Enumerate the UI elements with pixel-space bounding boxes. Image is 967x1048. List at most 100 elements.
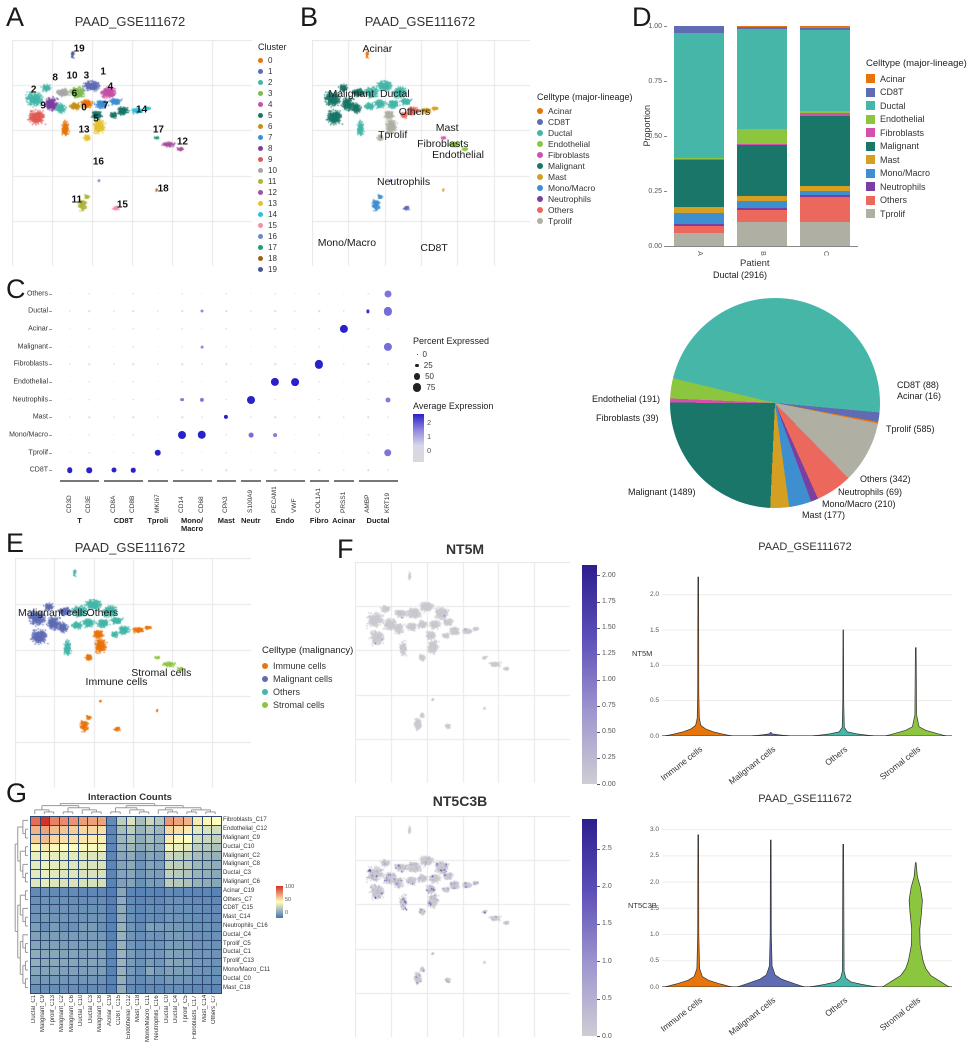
heatmap-cell (145, 914, 155, 923)
heatmap-cell (183, 852, 193, 861)
legend-swatch (258, 212, 263, 217)
heatmap-cell (126, 861, 136, 870)
dotplot-row-label: Fibroblasts (13, 360, 48, 368)
heatmap-cell (40, 834, 50, 843)
dotplot-dot-faint (274, 416, 276, 418)
dotplot-dot-faint (294, 469, 296, 471)
heatmap-cell (97, 870, 107, 878)
dotplot-dot-faint (88, 310, 90, 313)
dotplot-group-axis-line (309, 480, 329, 482)
heatmap-cell (69, 861, 78, 870)
legend-item-label: 7 (268, 133, 273, 142)
heatmap-cell (116, 834, 126, 843)
dotplot-dot-faint (157, 381, 159, 383)
heatmap-cell (174, 817, 183, 825)
heatmap-cell (174, 940, 183, 949)
bar-segment (799, 197, 850, 222)
bar-segment (674, 213, 725, 225)
legend-swatch (262, 662, 268, 669)
legend-swatch (258, 135, 263, 140)
bar-legend: Celltype (major-lineage) Acinar CD8T Ductal… (866, 58, 967, 221)
heatmap-cell (40, 825, 50, 834)
heatmap-cell (59, 878, 69, 887)
pct-legend-label: 75 (426, 383, 436, 392)
heatmap-cell (145, 923, 155, 932)
dotplot-gene-label: CD14 (178, 496, 186, 513)
heatmap-cell (212, 825, 221, 834)
heatmap-cell (88, 843, 97, 852)
dotplot-dot-faint (318, 328, 320, 330)
legend-swatch (258, 69, 263, 74)
heatmap-col-label: Mono/Macro_C11 (144, 995, 151, 1043)
umap-annotation-label: Endothelial (432, 149, 485, 162)
violin-nt5c3b-y-label: NT5C3B (628, 901, 657, 910)
legend-item: 4 (258, 99, 287, 110)
legend-item: Mast (866, 153, 967, 167)
pct-legend-dot (412, 383, 422, 392)
colorbar-tick (597, 575, 600, 577)
heatmap-cell (183, 825, 193, 834)
heatmap-cell (164, 967, 174, 976)
heatmap-cell (183, 914, 193, 923)
heatmap-cell (50, 896, 59, 905)
heatmap-row-label: Neutrophils_C16 (223, 923, 268, 929)
heatmap-row-label: Ductal_C3 (223, 870, 252, 877)
dotplot-dot-faint (132, 381, 134, 383)
dotplot-dot-faint (343, 434, 345, 436)
heatmap-cell (212, 958, 221, 967)
heatmap-cell (59, 967, 69, 976)
heatmap-cell (145, 861, 155, 870)
heatmap-cell (174, 949, 183, 958)
dotplot-dot-faint (250, 469, 252, 471)
heatmap-cell (40, 852, 50, 861)
pie-slice-label: Ductal (2916) (713, 270, 768, 280)
heatmap-cell (40, 976, 50, 985)
dotplot-gene-label: PECAM1 (271, 486, 279, 513)
heatmap-cell (174, 976, 183, 985)
heatmap-cell (40, 985, 50, 993)
heatmap-cell (174, 825, 183, 834)
colorbar-tick (597, 627, 600, 629)
dendrogram-svg (12, 816, 28, 992)
legend-item-label: 8 (268, 144, 273, 153)
umap-malignancy-canvas (15, 558, 251, 788)
dotplot-dot (290, 378, 299, 386)
heatmap-cell (164, 896, 174, 905)
heatmap-col-label: Ductal_C4 (173, 995, 180, 1024)
dotplot-dot-faint (343, 346, 345, 348)
legend-swatch (866, 182, 875, 192)
colorbar-tick-label: 1.5 (602, 920, 612, 928)
legend-item: Malignant cells (262, 672, 353, 685)
legend-item: Endothelial (866, 113, 967, 127)
nt5c3b-violin-plot (662, 827, 952, 988)
heatmap-cell (88, 967, 97, 976)
legend-swatch (258, 256, 263, 261)
legend-item: 6 (258, 121, 287, 132)
heatmap-cell (136, 896, 145, 905)
colorbar-tick-label: 1.50 (602, 624, 616, 632)
violin-y-tick-label: 2.0 (649, 591, 659, 599)
heatmap-cell (155, 817, 164, 825)
heatmap-cell (88, 949, 97, 958)
bar-segment (674, 158, 725, 160)
dotplot-dot-faint (201, 363, 203, 366)
heatmap-cell (78, 896, 88, 905)
heatmap-cell (126, 817, 136, 825)
colorbar-tick-label: 0.5 (602, 995, 612, 1003)
dotplot-row-tick (49, 364, 52, 366)
legend-item-label: Malignant (880, 141, 920, 152)
heatmap-cell (212, 905, 221, 914)
heatmap-col-label: Others_C7 (211, 995, 218, 1025)
umap-annotation-label: Tprolif (378, 128, 408, 141)
dotplot-row-label: Malignant (17, 343, 48, 351)
heatmap-col-label: Malignant_C6 (68, 995, 75, 1033)
heatmap-cell (136, 949, 145, 958)
heatmap-cell (116, 905, 126, 914)
heatmap-row-label: Malignant_C9 (223, 835, 261, 841)
legend-item-label: Tprolif (880, 208, 906, 219)
dotplot-dot-faint (113, 434, 115, 436)
panel-label-g: G (6, 778, 28, 808)
dotplot-dot-faint (225, 293, 227, 295)
dotplot-dot-faint (294, 416, 296, 418)
dotplot-dot-faint (294, 434, 296, 436)
